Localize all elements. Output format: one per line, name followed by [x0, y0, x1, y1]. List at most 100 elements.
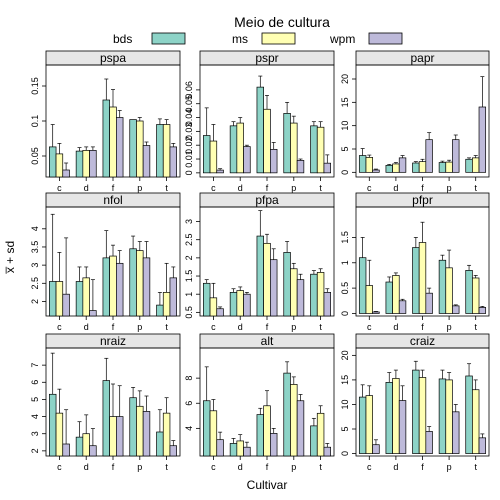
panel-title: alt	[261, 334, 274, 348]
bar-bds	[310, 425, 318, 457]
bar-bds	[412, 162, 420, 173]
bar-wpm	[323, 292, 332, 317]
legend-label: ms	[232, 32, 248, 46]
y-tick-label: 0.01	[184, 150, 194, 168]
x-tick-label: d	[393, 322, 398, 332]
bar-wpm	[115, 416, 124, 457]
bar-wpm	[216, 169, 224, 174]
y-tick-label: 0.05	[184, 95, 194, 113]
x-tick-label: d	[238, 462, 243, 472]
y-tick-label: 3	[184, 219, 194, 224]
bar-ms	[236, 122, 244, 174]
y-tick-label: 0.15	[30, 77, 40, 95]
legend-label: wpm	[329, 32, 355, 46]
bar-ms	[136, 120, 144, 178]
bar-bds	[75, 150, 84, 178]
panel-alt: alt 4 6 8 c d f p t	[184, 333, 335, 472]
x-tick-label: p	[291, 322, 296, 332]
y-tick-label: 1.5	[184, 270, 194, 283]
bar-wpm	[296, 400, 305, 457]
panel-papr: papr 0 5 10 15 20 c d f p t	[340, 50, 490, 193]
y-tick-label: 0.05	[30, 147, 40, 165]
bar-bds	[102, 380, 110, 457]
panel-pfpr: pfpr 0 0.5 1 1.5 c d f p t	[340, 192, 490, 332]
bar-ms	[209, 140, 218, 174]
bar-wpm	[452, 139, 460, 173]
bar-bds	[203, 135, 211, 174]
bar-bds	[385, 281, 393, 314]
y-tick-label: 0	[340, 451, 350, 456]
x-tick-label: t	[165, 462, 168, 472]
bar-bds	[310, 273, 318, 317]
bar-ms	[316, 272, 325, 317]
y-tick-label: 3.5	[30, 241, 40, 254]
x-tick-label: c	[57, 322, 62, 332]
bar-ms	[82, 433, 90, 457]
y-tick-label: 2	[184, 255, 194, 260]
bar-ms	[316, 126, 325, 174]
bar-ms	[236, 440, 244, 457]
bar-ms	[136, 250, 144, 317]
x-tick-label: p	[447, 183, 452, 193]
bar-ms	[55, 153, 64, 178]
bar-wpm	[169, 445, 177, 457]
y-tick-label: 6	[184, 401, 194, 406]
x-tick-label: p	[137, 462, 142, 472]
bar-ms	[290, 122, 298, 174]
x-tick-label: p	[137, 322, 142, 332]
bar-wpm	[398, 157, 407, 173]
bar-ms	[136, 405, 144, 457]
y-tick-label: 0	[340, 311, 350, 316]
bar-bds	[438, 162, 447, 173]
bar-wpm	[169, 146, 177, 178]
bar-wpm	[323, 446, 332, 457]
bar-wpm	[270, 259, 278, 317]
panel-pspa: pspa 0.05 0.1 0.15 c d f p t	[30, 50, 181, 193]
x-tick-label: c	[57, 462, 62, 472]
bar-ms	[445, 267, 453, 314]
bar-ms	[472, 277, 480, 314]
bar-ms	[55, 281, 64, 317]
bar-ms	[209, 297, 218, 317]
bar-bds	[102, 99, 110, 178]
x-tick-label: t	[319, 462, 322, 472]
x-tick-label: f	[421, 183, 424, 193]
bar-wpm	[243, 293, 251, 317]
bar-wpm	[115, 117, 124, 178]
x-tick-label: t	[165, 183, 168, 193]
y-tick-label: 1	[184, 292, 194, 297]
bar-wpm	[270, 433, 278, 457]
x-tick-label: p	[137, 183, 142, 193]
bar-bds	[48, 393, 57, 457]
x-tick-label: t	[474, 322, 477, 332]
x-tick-label: p	[447, 322, 452, 332]
bar-ms	[392, 275, 400, 314]
bar-wpm	[372, 444, 380, 454]
bar-ms	[316, 412, 325, 457]
x-tick-label: f	[421, 462, 424, 472]
bar-wpm	[62, 169, 70, 178]
y-tick-label: 10	[340, 121, 350, 131]
y-tick-label: 0.02	[184, 136, 194, 154]
bar-wpm	[398, 400, 407, 454]
bar-wpm	[478, 307, 487, 314]
bar-wpm	[478, 106, 487, 173]
chart-title: Meio de cultura	[234, 14, 330, 30]
y-tick-label: 6	[30, 380, 40, 385]
bar-ms	[418, 161, 427, 173]
bar-ms	[109, 255, 117, 317]
y-tick-label: 8	[184, 376, 194, 381]
bar-bds	[385, 382, 393, 454]
bar-bds	[412, 247, 420, 314]
y-tick-label: 4	[184, 426, 194, 431]
panel-title: pspa	[100, 51, 126, 65]
y-tick-label: 0.06	[184, 81, 194, 99]
bar-bds	[283, 252, 291, 317]
y-tick-label: 0.5	[340, 282, 350, 295]
x-tick-label: f	[112, 183, 115, 193]
y-tick-label: 0.1	[30, 115, 40, 128]
bar-wpm	[478, 437, 487, 454]
panel-nfol: nfol 2 2.5 3 3.5 4 c d f p t	[30, 192, 181, 332]
bar-ms	[472, 157, 480, 173]
x-tick-label: t	[474, 183, 477, 193]
